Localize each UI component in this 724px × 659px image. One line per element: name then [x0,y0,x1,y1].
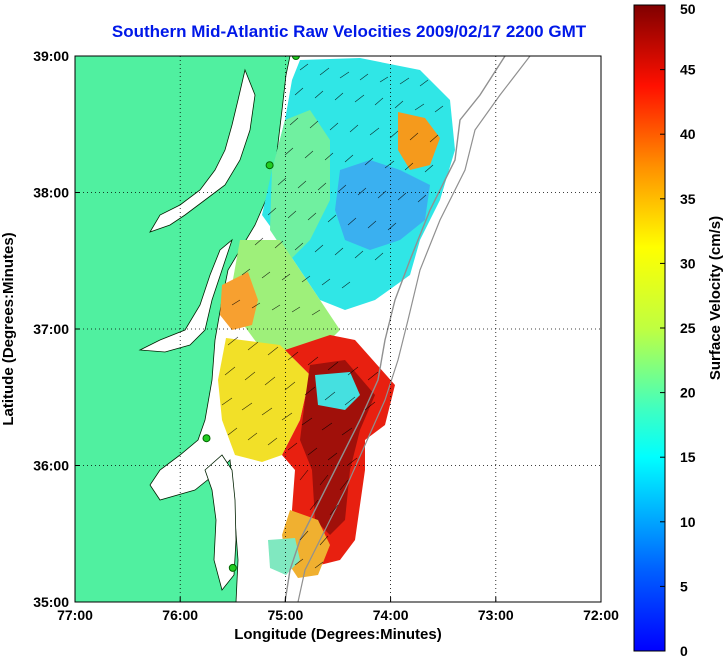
colorbar-tick-labels: 0 5 10 15 20 25 30 35 40 45 50 [660,1,696,659]
shelf-contour-outer [297,56,531,602]
velocity-field [218,58,455,578]
x-tick-marks [74,597,602,602]
colorbar-tick-label: 20 [680,385,696,401]
colorbar-label: Surface Velocity (cm/s) [707,216,724,380]
y-tick-label: 36:00 [33,458,69,474]
x-tick-label: 77:00 [57,607,93,623]
colorbar-tick-label: 15 [680,449,696,465]
velocity-vectors [221,63,444,569]
hf-radar-stations [202,56,300,572]
colorbar-tick-label: 5 [680,578,688,594]
y-axis-label: Latitude (Degrees:Minutes) [0,232,17,425]
region-north-blue [335,160,430,250]
region-southern-yellow [218,338,310,462]
shelf-contour [284,56,506,602]
station-marker [228,563,237,572]
x-axis-label: Longitude (Degrees:Minutes) [234,626,442,643]
region-coastal-orange [220,272,258,330]
colorbar-tick-label: 10 [680,514,696,530]
sound-south [204,454,237,591]
colorbar-tick-label: 30 [680,255,696,271]
grid-lines [75,56,601,602]
chart-title: Southern Mid-Atlantic Raw Velocities 200… [111,22,587,41]
region-central-mixed [232,240,340,360]
station-marker [202,434,211,443]
y-tick-marks [75,55,80,603]
colorbar-tick-label: 50 [680,1,696,17]
y-tick-labels: 39:00 38:00 37:00 36:00 35:00 [33,48,69,610]
x-tick-label: 73:00 [478,607,514,623]
y-tick-label: 37:00 [33,321,69,337]
colorbar-tick-label: 35 [680,191,696,207]
station-marker [265,161,274,170]
bay-inlet [149,68,256,233]
colorbar-tick-label: 25 [680,320,696,336]
y-tick-label: 38:00 [33,185,69,201]
bay-lower [138,238,233,353]
colorbar [633,4,666,652]
x-tick-label: 72:00 [583,607,619,623]
colorbar-tick-label: 40 [680,126,696,142]
station-marker [291,56,300,60]
x-tick-label: 74:00 [373,607,409,623]
x-tick-label: 76:00 [162,607,198,623]
region-northwest-green [270,110,330,260]
colorbar-tick-label: 0 [680,643,688,659]
y-tick-label: 39:00 [33,48,69,64]
x-tick-label: 75:00 [267,607,303,623]
region-offshore-orange [398,112,440,170]
region-southern-cyan [315,372,360,410]
y-tick-label: 35:00 [33,594,69,610]
colorbar-tick-label: 45 [680,62,696,78]
x-tick-labels: 77:00 76:00 75:00 74:00 73:00 72:00 [57,607,619,623]
